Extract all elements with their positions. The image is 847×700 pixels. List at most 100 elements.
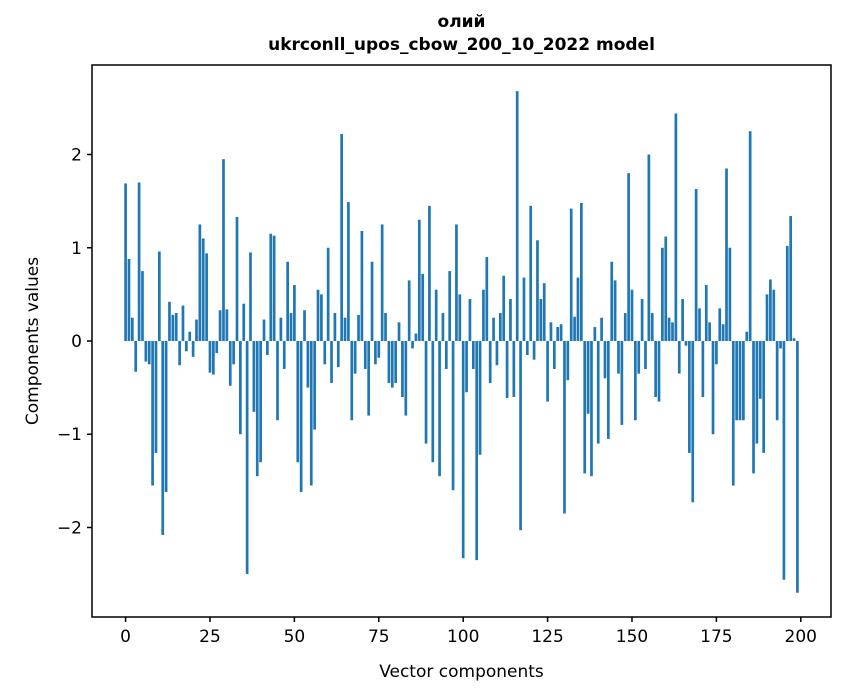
bar xyxy=(357,314,360,341)
bar xyxy=(468,299,472,341)
x-tick-label: 175 xyxy=(700,627,732,647)
y-axis-label: Components values xyxy=(23,257,43,425)
bar xyxy=(451,341,455,491)
bar xyxy=(171,314,175,341)
bar xyxy=(141,271,144,341)
bar xyxy=(532,341,536,360)
x-tick-label: 125 xyxy=(531,627,563,647)
bar xyxy=(299,341,303,493)
bar xyxy=(266,341,269,355)
bar xyxy=(276,341,279,421)
bar xyxy=(650,313,654,341)
bar xyxy=(731,341,735,486)
bar xyxy=(748,131,752,341)
bar xyxy=(340,134,343,341)
bar xyxy=(374,341,377,365)
bar xyxy=(698,308,701,341)
bar xyxy=(600,317,603,341)
bar xyxy=(792,338,796,341)
bar xyxy=(151,341,154,486)
bar xyxy=(195,319,198,341)
bar xyxy=(657,341,661,402)
bar xyxy=(634,341,637,421)
bar xyxy=(775,341,779,421)
bar xyxy=(377,341,381,358)
bar xyxy=(742,341,745,421)
bar xyxy=(607,341,610,439)
bar xyxy=(279,317,283,341)
bar xyxy=(387,341,391,383)
bar xyxy=(320,294,323,341)
bar xyxy=(637,341,641,374)
bar xyxy=(188,331,192,341)
bar xyxy=(745,331,749,341)
bar xyxy=(458,294,462,341)
x-tick-label: 0 xyxy=(120,627,131,647)
bar xyxy=(684,341,688,346)
chart-title-line2: ukrconll_upos_cbow_200_10_2022 model xyxy=(268,35,655,55)
bar xyxy=(522,277,526,341)
bar xyxy=(259,341,262,463)
bar xyxy=(694,189,698,341)
bar xyxy=(441,313,445,341)
bar xyxy=(556,327,560,341)
bar xyxy=(566,341,570,381)
bar xyxy=(417,219,421,341)
bar xyxy=(208,341,212,373)
chart-title-line1: олий xyxy=(438,12,486,32)
bar xyxy=(130,317,134,341)
bar xyxy=(752,341,755,474)
bar xyxy=(198,224,202,341)
bar xyxy=(785,245,789,341)
bar xyxy=(519,341,522,531)
bar xyxy=(201,238,205,341)
bar xyxy=(488,341,492,383)
bar xyxy=(282,341,286,369)
bar xyxy=(502,275,506,341)
bar xyxy=(485,257,489,341)
bar xyxy=(509,299,512,341)
bar xyxy=(249,252,252,341)
bar xyxy=(610,261,614,341)
bar xyxy=(691,341,695,503)
bar xyxy=(168,301,171,341)
bar xyxy=(306,341,310,388)
bar xyxy=(262,319,266,341)
bar xyxy=(505,341,509,398)
bar xyxy=(434,289,438,341)
bar xyxy=(370,261,374,341)
bar xyxy=(796,341,799,593)
bar xyxy=(411,341,414,349)
bar xyxy=(218,310,222,341)
bar xyxy=(215,341,219,354)
bar xyxy=(630,289,634,341)
bar xyxy=(309,341,313,486)
y-tick-label: 2 xyxy=(71,146,82,166)
bar xyxy=(461,341,465,559)
bar xyxy=(580,203,583,341)
bar xyxy=(536,240,539,341)
bar xyxy=(546,341,549,402)
bar xyxy=(232,341,235,365)
x-tick-label: 100 xyxy=(447,627,479,647)
x-tick-label: 200 xyxy=(785,627,817,647)
bar xyxy=(350,341,354,421)
bar xyxy=(390,341,394,388)
bar xyxy=(563,341,566,514)
bar xyxy=(347,202,350,341)
bar xyxy=(296,341,300,463)
bar xyxy=(164,341,168,493)
bar xyxy=(725,168,728,341)
bar xyxy=(178,341,181,366)
bar xyxy=(414,333,418,341)
bar xyxy=(620,341,624,425)
bar xyxy=(235,216,239,341)
bar xyxy=(704,285,708,341)
bar xyxy=(495,341,499,366)
bar xyxy=(272,235,276,341)
y-ticks-group: −2 −1 0 1 2 xyxy=(57,146,92,538)
bar xyxy=(326,247,330,341)
bar xyxy=(640,299,644,341)
